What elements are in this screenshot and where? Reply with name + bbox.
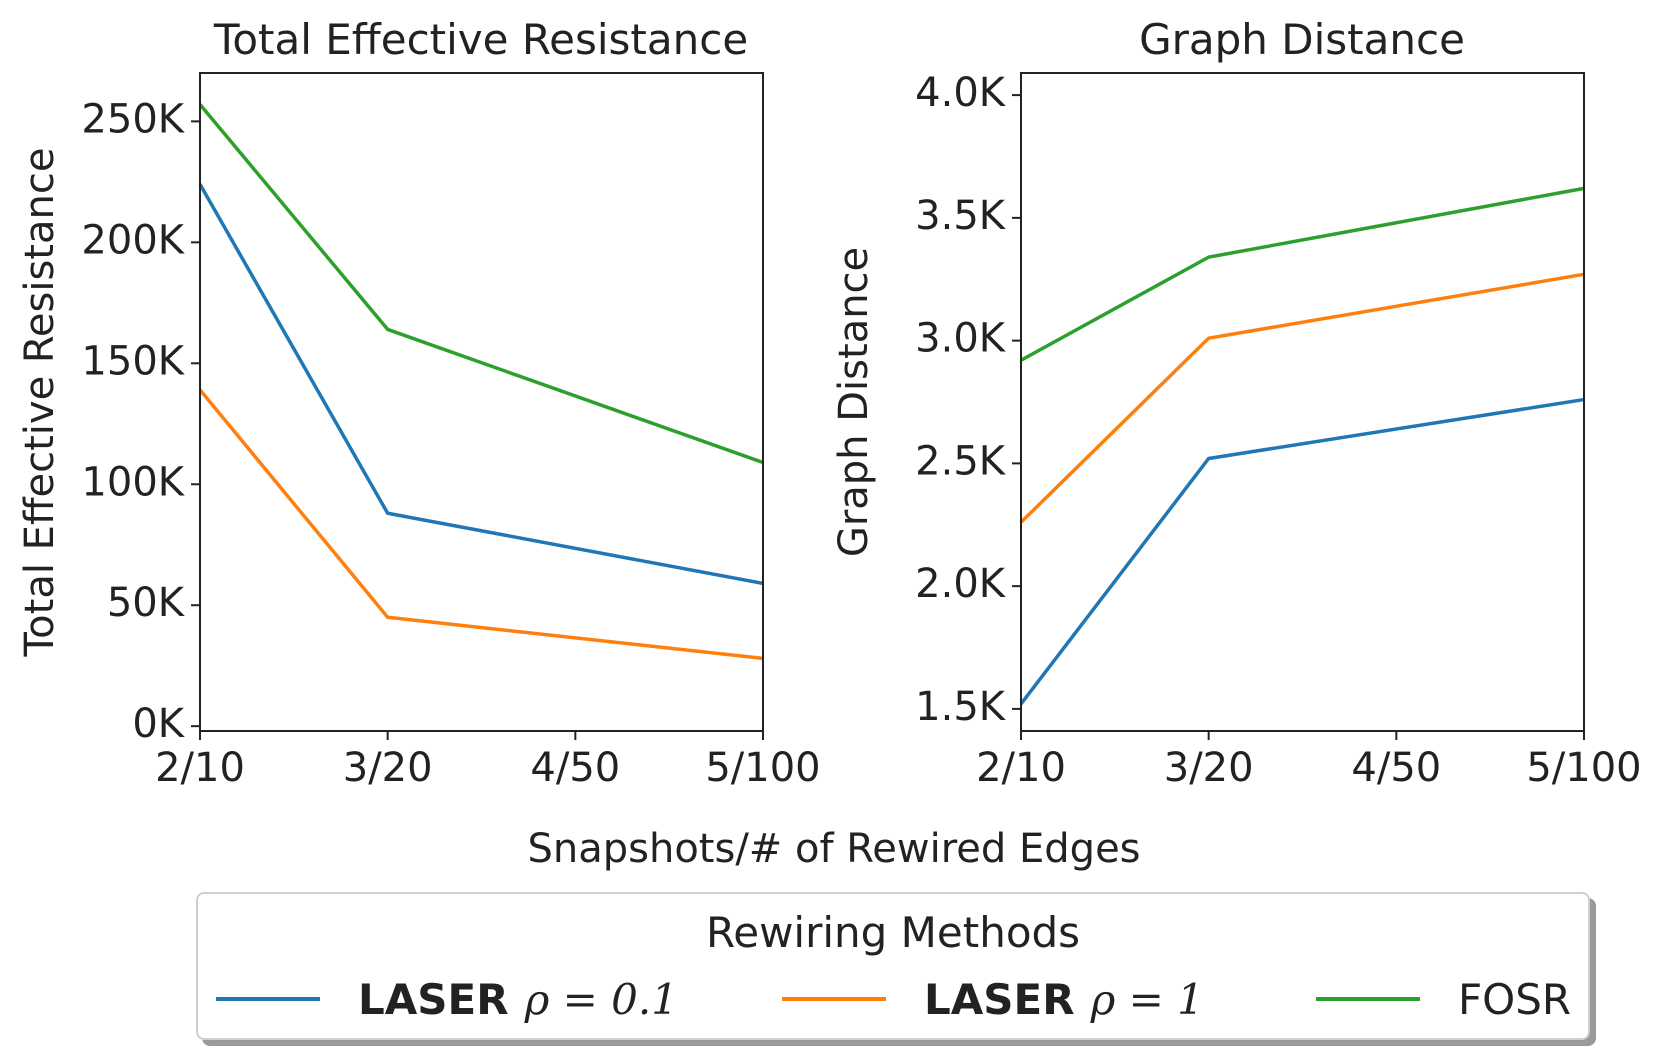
- shared-x-axis-label: Snapshots/# of Rewired Edges: [527, 826, 1140, 872]
- legend-label: LASER ρ = 0.1: [358, 975, 678, 1024]
- series-line-laser-0-1: [198, 183, 764, 586]
- plot-frame: [1020, 72, 1585, 732]
- x-tick-label: 4/50: [530, 745, 620, 791]
- legend-label-math: ρ = 0.1: [524, 974, 678, 1024]
- x-tick-label: 2/10: [155, 745, 245, 791]
- chart-title: Graph Distance: [1139, 15, 1465, 64]
- legend-label-bold: LASER: [924, 974, 1075, 1024]
- chart-graph-distance: Graph Distance Graph Distance 2/10 3/20 4/50…: [831, 15, 1642, 791]
- chart-title: Total Effective Resistance: [213, 15, 748, 64]
- x-tick-label: 2/10: [976, 745, 1066, 791]
- legend-label: LASER ρ = 1: [924, 975, 1204, 1024]
- series-line-laser-1: [1019, 272, 1585, 524]
- y-tick-label: 1.5K: [915, 684, 1007, 730]
- y-tick-label: 150K: [81, 338, 185, 384]
- y-tick-label: 200K: [81, 217, 185, 263]
- legend-swatch-orange: [782, 997, 886, 1001]
- legend-item-fosr: FOSR: [1316, 974, 1571, 1024]
- y-tick-label: 2.5K: [915, 438, 1007, 484]
- legend-label-math: ρ = 1: [1090, 974, 1204, 1024]
- series-line-laser-1: [198, 388, 764, 661]
- series-line-fosr: [1020, 186, 1585, 362]
- legend-item-laser-rho-0-1: LASER ρ = 0.1: [216, 974, 678, 1024]
- y-tick-label: 2.0K: [915, 561, 1007, 607]
- y-tick-label: 250K: [81, 96, 185, 142]
- x-tick-label: 5/100: [1526, 745, 1641, 791]
- legend: Rewiring Methods LASER ρ = 0.1 LASER ρ = 1…: [196, 892, 1590, 1040]
- y-axis-label: Graph Distance: [831, 247, 877, 557]
- y-tick-label: 50K: [107, 580, 186, 626]
- legend-label-plain: FOSR: [1458, 974, 1572, 1024]
- x-tick-label: 3/20: [1164, 745, 1254, 791]
- legend-label-bold: LASER: [358, 974, 509, 1024]
- legend-swatch-blue: [216, 997, 320, 1001]
- legend-title: Rewiring Methods: [705, 908, 1081, 957]
- series-line-fosr: [198, 103, 764, 465]
- y-tick-label: 0K: [132, 701, 185, 747]
- y-tick-label: 100K: [81, 459, 185, 505]
- legend-label: FOSR: [1458, 975, 1571, 1024]
- y-tick-label: 3.5K: [915, 193, 1007, 239]
- y-tick-label: 4.0K: [915, 70, 1007, 116]
- legend-item-laser-rho-1: LASER ρ = 1: [782, 974, 1204, 1024]
- x-tick-label: 5/100: [705, 745, 820, 791]
- x-tick-label: 4/50: [1351, 745, 1441, 791]
- plot-frame: [199, 72, 764, 732]
- legend-swatch-green: [1316, 997, 1420, 1001]
- series-line-laser-0-1: [1019, 397, 1585, 706]
- y-tick-label: 3.0K: [915, 316, 1007, 362]
- x-tick-label: 3/20: [343, 745, 433, 791]
- chart-total-effective-resistance: Total Effective Resistance Total Effectiv…: [17, 15, 821, 791]
- y-axis-label: Total Effective Resistance: [17, 148, 63, 658]
